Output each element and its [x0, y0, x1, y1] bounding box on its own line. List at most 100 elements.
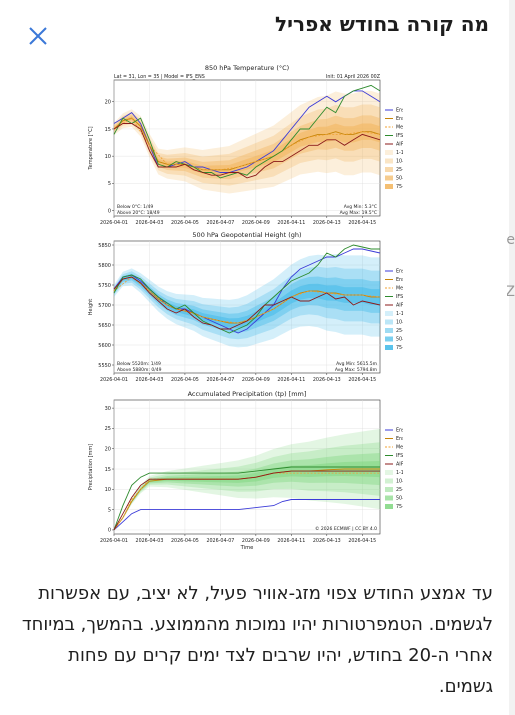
y-tick-label: 0 — [108, 208, 111, 214]
x-tick-label: 2026-04-13 — [313, 377, 341, 383]
precipitation-chart-svg: Accumulated Precipitation (tp) [mm] 0 5 10 1… — [88, 390, 438, 551]
ensemble-band-4 — [114, 460, 380, 530]
temperature-chart-svg: 850 hPa Temperature (°C)Lat = 31, Lon = … — [88, 64, 438, 226]
x-tick-label: 2026-04-05 — [171, 377, 199, 383]
forecast-description: עד אמצע החודש צפוי מזג-אוויר פעיל, לא יצ… — [21, 583, 493, 697]
x-tick-label: 2026-04-03 — [136, 377, 164, 383]
legend-label-p2: 10-25% — [396, 159, 403, 165]
x-tick-label: 2026-04-01 — [100, 538, 128, 544]
chart-header-right: Init: 01 April 2026 00Z — [326, 74, 381, 80]
legend-label-ifs: IFS Operational — [396, 133, 403, 139]
stats-note-left: Below 5520m: 1/49 — [117, 361, 161, 367]
series-line-aifs — [113, 276, 381, 330]
series-line-median — [113, 472, 380, 531]
legend-label-control: Ensemble Control — [396, 108, 403, 114]
legend-swatch-p4 — [385, 336, 393, 342]
y-tick-label: 20 — [105, 100, 111, 106]
legend-label-aifs: AIFS Operational — [396, 303, 403, 309]
legend-swatch-p5 — [385, 504, 393, 509]
legend-label-mean: Ensemble Mean — [396, 277, 403, 283]
legend-label-aifs: AIFS Operational — [396, 462, 403, 468]
series-line-aifs — [113, 123, 381, 179]
x-tick-label: 2026-04-09 — [242, 538, 270, 544]
legend-swatch-p4 — [385, 495, 393, 501]
y-tick-label: 25 — [105, 426, 111, 432]
modal-title: מה קורה בחודש אפריל — [275, 12, 489, 36]
x-tick-label: 2026-04-03 — [136, 538, 164, 544]
legend-swatch-p3 — [385, 487, 393, 492]
y-tick-label: 10 — [105, 487, 111, 493]
legend-label-median: Median — [396, 286, 403, 292]
y-tick-label: 5700 — [98, 303, 111, 309]
x-tick-label: 2026-04-07 — [206, 377, 234, 383]
x-tick-label: 2026-04-13 — [313, 538, 341, 544]
background-peek-text: Z — [505, 284, 515, 300]
legend-swatch-p1 — [385, 150, 393, 155]
y-tick-label: 5800 — [98, 263, 111, 269]
x-tick-label: 2026-04-09 — [242, 377, 270, 383]
legend-swatch-p1 — [385, 311, 393, 316]
legend-label-ifs: IFS Operational — [396, 453, 403, 459]
precipitation-chart: Accumulated Precipitation (tp) [mm] 0 5 10 1… — [88, 388, 438, 554]
chart-title: Accumulated Precipitation (tp) [mm] — [188, 390, 307, 398]
x-tick-label: 2026-04-11 — [277, 377, 305, 383]
x-axis-label: Time — [240, 545, 254, 551]
x-tick-label: 2026-04-03 — [136, 220, 164, 226]
legend-label-median: Median — [396, 445, 403, 451]
x-tick-label: 2026-04-15 — [348, 220, 376, 226]
y-tick-label: 0 — [108, 528, 111, 534]
legend-label-p5: 75-100% — [396, 345, 403, 351]
legend-label-p3: 25-50% — [396, 328, 403, 334]
background-peek-text: e — [506, 232, 515, 248]
legend-label-control: Ensemble Control — [396, 269, 403, 275]
ensemble-band-4 — [114, 275, 380, 328]
plot-area — [113, 240, 381, 374]
series-line-median — [113, 276, 381, 324]
y-tick-label: 20 — [105, 447, 111, 453]
y-tick-label: 5650 — [98, 323, 111, 329]
x-tick-label: 2026-04-11 — [277, 538, 305, 544]
x-tick-label: 2026-04-09 — [242, 220, 270, 226]
legend-swatch-p2 — [385, 478, 393, 484]
plot-area — [113, 79, 381, 217]
x-tick-label: 2026-04-07 — [206, 538, 234, 544]
series-line-ifs — [113, 244, 380, 334]
series-line-aifs — [113, 470, 380, 531]
x-tick-label: 2026-04-01 — [100, 220, 128, 226]
x-tick-label: 2026-04-15 — [348, 538, 376, 544]
stats-note-left: Below 0°C: 1/49 — [117, 204, 153, 210]
legend-label-p1: 1-10% — [396, 470, 403, 476]
legend-swatch-p2 — [385, 158, 393, 164]
y-tick-label: 5 — [108, 181, 111, 187]
stats-note-left: Above 5880m: 0/49 — [117, 367, 162, 373]
stats-note-right: Avg Min: 5615.5m — [336, 361, 377, 367]
temperature-chart: 850 hPa Temperature (°C) Lat = 31, Lon = … — [88, 64, 438, 232]
legend-label-p1: 1-10% — [396, 311, 403, 317]
legend-label-median: Median — [396, 125, 403, 131]
y-axis-label: Height — [88, 299, 94, 316]
legend-swatch-p3 — [385, 167, 393, 172]
close-button[interactable] — [24, 22, 52, 50]
y-tick-label: 5 — [108, 507, 111, 513]
close-icon — [29, 27, 47, 45]
y-tick-label: 30 — [105, 406, 111, 412]
legend-swatch-p4 — [385, 175, 393, 181]
legend-swatch-p5 — [385, 184, 393, 189]
x-tick-label: 2026-04-07 — [206, 220, 234, 226]
series-line-mean — [113, 117, 381, 171]
legend-label-p3: 25-50% — [396, 167, 403, 173]
legend-label-p5: 75-100% — [396, 504, 403, 510]
y-tick-label: 10 — [105, 154, 111, 160]
x-tick-label: 2026-04-13 — [313, 220, 341, 226]
legend-swatch-p3 — [385, 328, 393, 333]
stats-note-right: Avg Min: 5.3°C — [344, 204, 377, 210]
geopotential-chart-svg: 500 hPa Geopotential Height (gh) 5550 5600… — [88, 231, 438, 383]
legend-swatch-p5 — [385, 345, 393, 350]
series-line-control — [113, 499, 380, 531]
background-scroll-strip — [509, 0, 515, 715]
stats-note-left: Above 20°C: 18/49 — [117, 210, 160, 216]
legend-label-p4: 50-75% — [396, 496, 403, 502]
stats-note-right: Avg Max: 19.5°C — [340, 210, 377, 216]
legend-label-p2: 10-25% — [396, 479, 403, 485]
